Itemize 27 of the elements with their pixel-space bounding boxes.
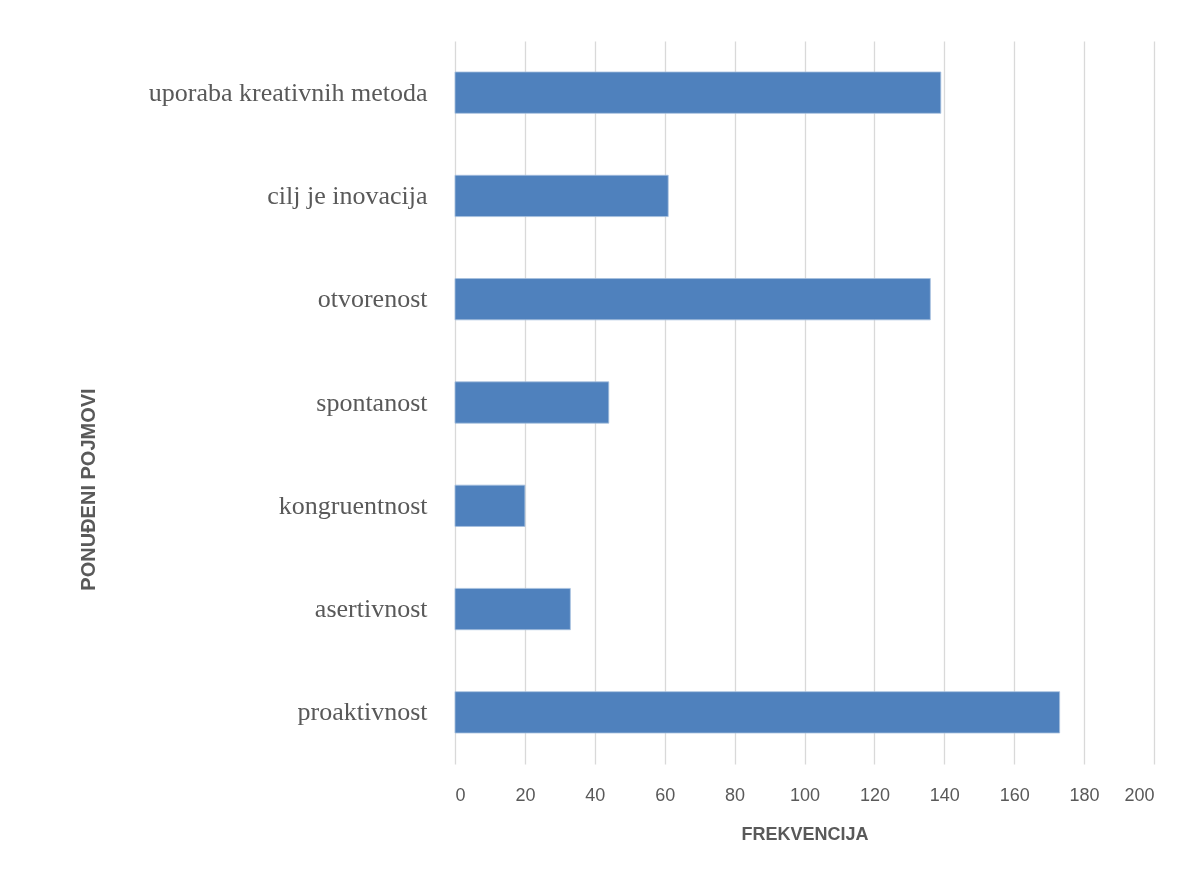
y-tick-label: otvorenost <box>317 284 429 314</box>
bar <box>454 71 942 114</box>
y-tick-label: spontanost <box>316 387 429 417</box>
x-tick-label: 0 <box>455 784 466 805</box>
x-tick-label: 140 <box>929 784 960 805</box>
x-tick-label: 160 <box>999 784 1030 805</box>
y-tick-label: uporaba kreativnih metoda <box>148 77 428 107</box>
bar <box>454 588 571 631</box>
bar <box>454 174 669 217</box>
x-tick-label: 80 <box>725 784 746 805</box>
bar <box>454 278 931 321</box>
x-axis-title: FREKVENCIJA <box>741 823 869 844</box>
x-tick-label: 200 <box>1124 784 1155 805</box>
x-tick-label: 120 <box>859 784 890 805</box>
bar <box>454 484 526 527</box>
bar <box>454 691 1061 734</box>
x-tick-label: 100 <box>789 784 821 805</box>
x-tick-label: 60 <box>655 784 676 805</box>
y-tick-label: proaktivnost <box>297 697 429 727</box>
y-tick-label: asertivnost <box>314 594 429 624</box>
x-tick-label: 180 <box>1069 784 1100 805</box>
y-axis-title: PONUĐENI POJMOVI <box>76 388 99 591</box>
x-tick-label: 40 <box>585 784 606 805</box>
y-tick-label: kongruentnost <box>278 490 429 520</box>
bar <box>454 381 610 424</box>
x-tick-label: 20 <box>515 784 536 805</box>
y-tick-label: cilj je inovacija <box>267 180 428 210</box>
